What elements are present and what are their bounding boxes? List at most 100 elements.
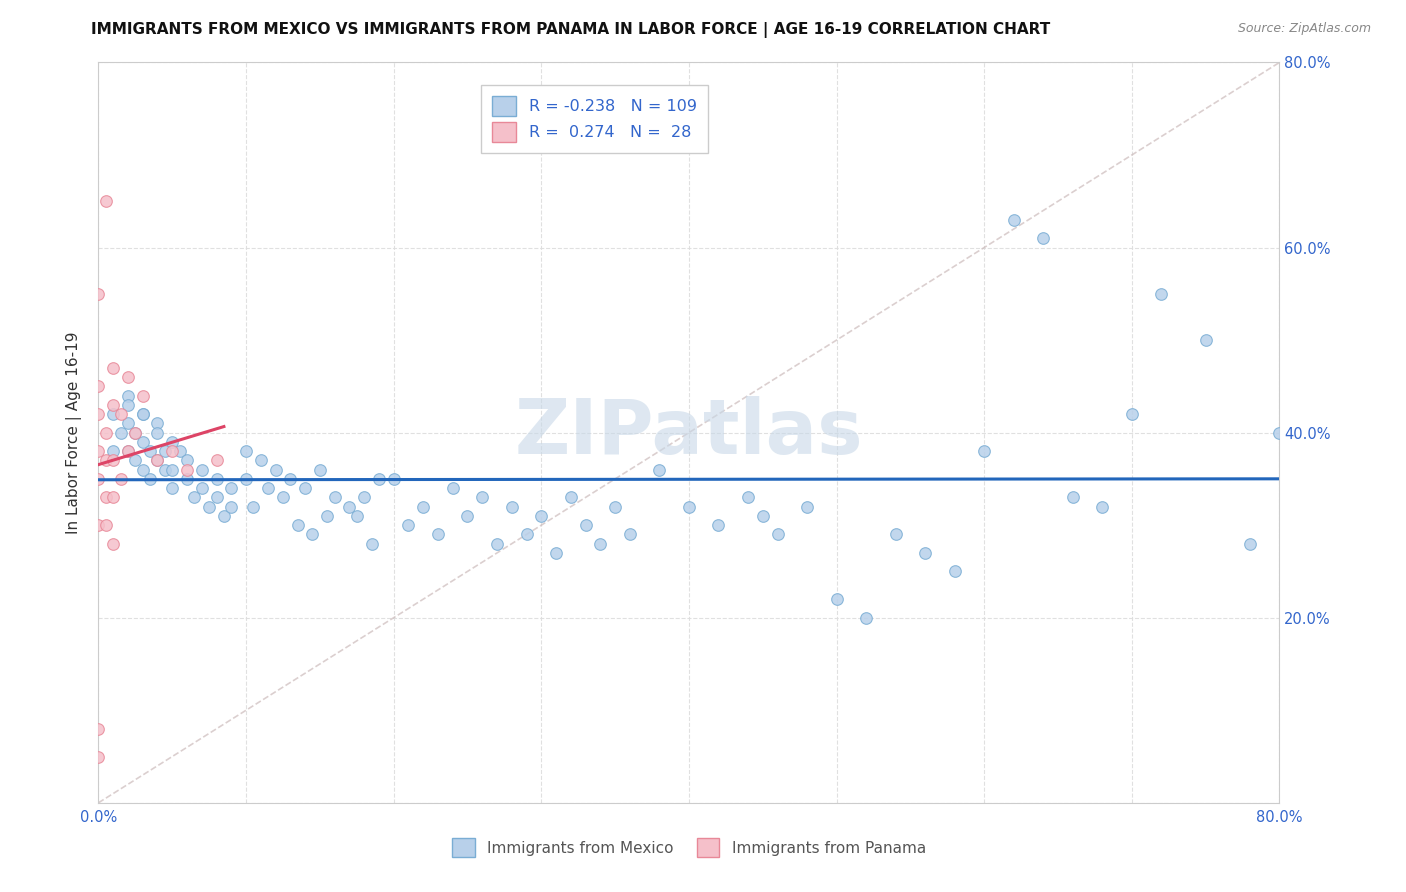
Point xyxy=(87,472,110,486)
Point xyxy=(457,508,479,523)
Point xyxy=(176,453,198,467)
Point xyxy=(1032,231,1054,245)
Point xyxy=(124,425,146,440)
Point xyxy=(183,491,205,505)
Point xyxy=(162,434,183,449)
Text: IMMIGRANTS FROM MEXICO VS IMMIGRANTS FROM PANAMA IN LABOR FORCE | AGE 16-19 CORR: IMMIGRANTS FROM MEXICO VS IMMIGRANTS FRO… xyxy=(91,22,1050,38)
Point xyxy=(176,472,198,486)
Point xyxy=(575,518,598,533)
Point xyxy=(678,500,700,514)
Point xyxy=(205,491,228,505)
Point xyxy=(153,444,176,458)
Point xyxy=(796,500,818,514)
Point xyxy=(139,472,162,486)
Point xyxy=(94,491,117,505)
Point xyxy=(205,472,228,486)
Point xyxy=(707,518,730,533)
Point xyxy=(973,444,995,458)
Point xyxy=(382,472,405,486)
Point xyxy=(110,425,132,440)
Point xyxy=(87,379,110,393)
Point xyxy=(294,481,316,495)
Point xyxy=(103,536,125,550)
Point xyxy=(855,610,877,624)
Point xyxy=(117,444,139,458)
Point xyxy=(205,453,228,467)
Point xyxy=(1239,536,1261,550)
Point xyxy=(884,527,907,541)
Point xyxy=(323,491,346,505)
Point xyxy=(117,370,139,384)
Point xyxy=(117,417,139,431)
Point xyxy=(1002,212,1025,227)
Point xyxy=(146,425,169,440)
Point xyxy=(146,417,169,431)
Y-axis label: In Labor Force | Age 16-19: In Labor Force | Age 16-19 xyxy=(66,331,83,534)
Point xyxy=(103,444,125,458)
Point xyxy=(103,360,125,375)
Point xyxy=(110,472,132,486)
Point xyxy=(117,444,139,458)
Text: Source: ZipAtlas.com: Source: ZipAtlas.com xyxy=(1237,22,1371,36)
Point xyxy=(427,527,450,541)
Point xyxy=(766,527,789,541)
Point xyxy=(169,444,191,458)
Text: ZIPatlas: ZIPatlas xyxy=(515,396,863,469)
Point xyxy=(1121,407,1143,421)
Point xyxy=(943,565,966,579)
Point xyxy=(825,592,848,607)
Point xyxy=(191,462,214,476)
Point xyxy=(94,194,117,209)
Point xyxy=(162,462,183,476)
Point xyxy=(110,407,132,421)
Point xyxy=(398,518,420,533)
Point xyxy=(280,472,302,486)
Point xyxy=(471,491,494,505)
Point xyxy=(153,462,176,476)
Point xyxy=(191,481,214,495)
Point xyxy=(94,425,117,440)
Point xyxy=(619,527,641,541)
Point xyxy=(368,472,391,486)
Point xyxy=(501,500,523,514)
Point xyxy=(162,444,183,458)
Point xyxy=(648,462,671,476)
Point xyxy=(250,453,273,467)
Point xyxy=(221,481,243,495)
Point xyxy=(117,398,139,412)
Point xyxy=(94,518,117,533)
Point xyxy=(103,453,125,467)
Point xyxy=(752,508,775,523)
Point xyxy=(212,508,235,523)
Point xyxy=(87,286,110,301)
Point xyxy=(1062,491,1084,505)
Point xyxy=(360,536,382,550)
Point xyxy=(103,398,125,412)
Point xyxy=(146,453,169,467)
Point xyxy=(132,407,155,421)
Point xyxy=(146,453,169,467)
Point xyxy=(1195,333,1218,347)
Point xyxy=(287,518,309,533)
Point xyxy=(94,453,117,467)
Point xyxy=(486,536,509,550)
Point xyxy=(353,491,375,505)
Point xyxy=(132,462,155,476)
Point xyxy=(117,388,139,402)
Point xyxy=(235,472,257,486)
Point xyxy=(516,527,538,541)
Point xyxy=(546,546,568,560)
Point xyxy=(589,536,612,550)
Point xyxy=(103,491,125,505)
Point xyxy=(132,434,155,449)
Point xyxy=(309,462,332,476)
Point xyxy=(914,546,936,560)
Point xyxy=(257,481,280,495)
Point xyxy=(87,722,110,736)
Point xyxy=(605,500,627,514)
Point xyxy=(737,491,759,505)
Point xyxy=(132,388,155,402)
Point xyxy=(103,407,125,421)
Point xyxy=(1150,286,1173,301)
Point xyxy=(339,500,361,514)
